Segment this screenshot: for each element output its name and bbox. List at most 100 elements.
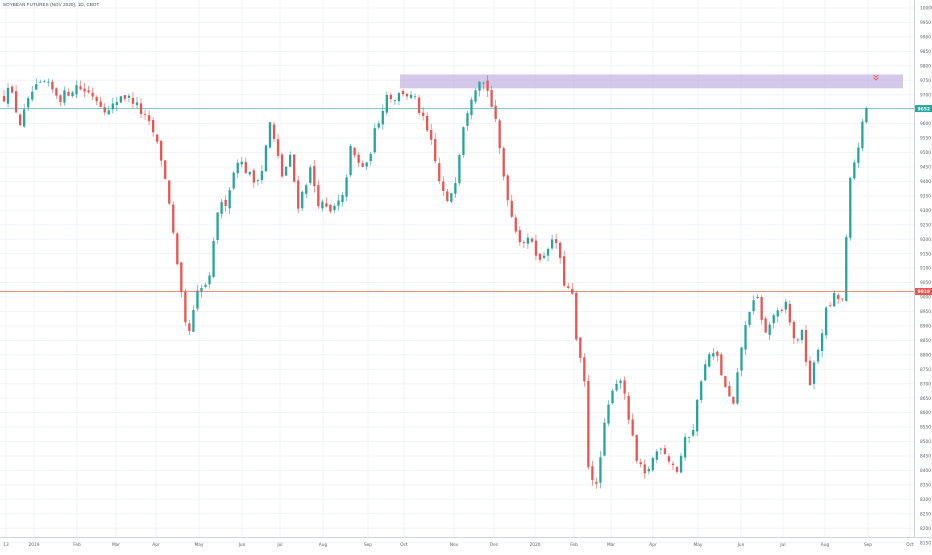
candle-body (591, 466, 594, 481)
candle-body (861, 121, 864, 149)
candle-body (228, 190, 231, 209)
x-tick-label: May (195, 542, 204, 548)
candle-body (841, 298, 844, 300)
x-tick-label: 2019 (29, 542, 40, 548)
candle-body (800, 329, 804, 341)
candle-body (667, 456, 671, 462)
candle-body (160, 140, 163, 161)
y-tick-label: 9750 (920, 78, 931, 84)
reference-level-badge (915, 288, 932, 296)
x-tick-label: 13 (3, 542, 9, 548)
candle-body (466, 113, 469, 126)
candle-body (240, 161, 243, 165)
candle-body (345, 177, 348, 197)
candle-body (837, 295, 840, 300)
candle-body (55, 88, 58, 96)
candle-body (426, 115, 429, 131)
candle-body (482, 82, 485, 84)
candle-body (474, 90, 477, 102)
current-price-badge (915, 105, 932, 113)
candle-body (51, 81, 54, 90)
x-axis[interactable]: 13 2019 Feb Mar Apr May Jun Jul Aug Sep Oct Nov Dec 2… (3, 542, 914, 548)
y-tick-label: 8250 (920, 511, 931, 517)
candle-body (522, 242, 526, 243)
candle-body (724, 376, 727, 388)
candle-body (103, 107, 106, 113)
candle-body (2, 96, 6, 102)
candle-body (490, 89, 493, 107)
candle-body (244, 162, 247, 174)
y-tick-label: 9000 (920, 295, 931, 301)
candle-body (79, 86, 82, 90)
candle-body (329, 204, 332, 212)
y-tick-label: 9450 (920, 165, 931, 171)
candle-body (87, 90, 90, 93)
current-price-badge-label: 9652 (918, 106, 931, 112)
candle-body (849, 177, 852, 238)
candle-body (494, 105, 497, 119)
candle-body (486, 80, 489, 91)
candle-body (264, 145, 268, 172)
y-tick-label: 8800 (920, 352, 931, 358)
candle-body (696, 399, 699, 432)
x-tick-label: Mar (112, 542, 120, 548)
candle-body (808, 360, 812, 386)
candle-body (63, 90, 66, 103)
candle-body (143, 113, 147, 115)
y-tick-label: 9250 (920, 222, 931, 228)
y-tick-label: 8350 (920, 482, 931, 488)
candle-body (728, 386, 731, 397)
candle-body (200, 288, 203, 293)
candle-body (430, 129, 433, 140)
candle-body (188, 323, 191, 331)
y-tick-label: 8400 (920, 468, 931, 474)
candle-body (639, 462, 642, 465)
candle-body (498, 120, 501, 149)
x-tick-label: Sep (864, 542, 872, 548)
x-tick-label: Mar (607, 542, 615, 548)
candle-body (385, 94, 388, 113)
x-tick-label: Jun (737, 542, 745, 548)
candle-body (554, 239, 558, 243)
y-axis[interactable]: 1000099509900985098009750970096509600955… (920, 6, 932, 555)
candle-body (502, 148, 505, 177)
candle-body (434, 139, 437, 162)
candle-body (679, 455, 683, 473)
y-tick-label: 8300 (920, 497, 931, 503)
candle-body (18, 114, 22, 126)
candle-body (550, 239, 554, 249)
candle-body (325, 203, 328, 207)
price-lines-layer (0, 108, 914, 292)
y-tick-label: 9500 (920, 150, 931, 156)
candle-body (31, 91, 34, 100)
candle-body (284, 166, 288, 176)
candle-body (450, 193, 453, 202)
candle-body (470, 99, 473, 116)
candle-body (127, 95, 131, 98)
candle-body (357, 154, 360, 163)
candle-body (804, 330, 808, 362)
y-tick-label: 9800 (920, 63, 931, 69)
y-tick-label: 9600 (920, 121, 931, 127)
candle-body (313, 166, 316, 187)
candle-body (627, 395, 630, 420)
candle-body (579, 337, 582, 358)
candle-body (293, 154, 296, 182)
candle-body (208, 275, 211, 285)
y-tick-label: 9050 (920, 280, 931, 286)
candle-body (611, 390, 614, 404)
candle-body (172, 204, 175, 233)
candle-body (224, 199, 227, 207)
candle-body (119, 96, 123, 103)
x-tick-label: Jun (238, 542, 246, 548)
sell-signal-icon[interactable] (873, 74, 879, 81)
candle-body (409, 94, 413, 98)
y-tick-label: 9850 (920, 49, 931, 55)
candle-body (151, 120, 155, 133)
candle-body (216, 212, 219, 241)
x-tick-label: 2020 (530, 542, 541, 548)
candle-body (603, 422, 606, 456)
x-tick-label: Aug (821, 542, 830, 548)
candle-body (647, 468, 650, 472)
